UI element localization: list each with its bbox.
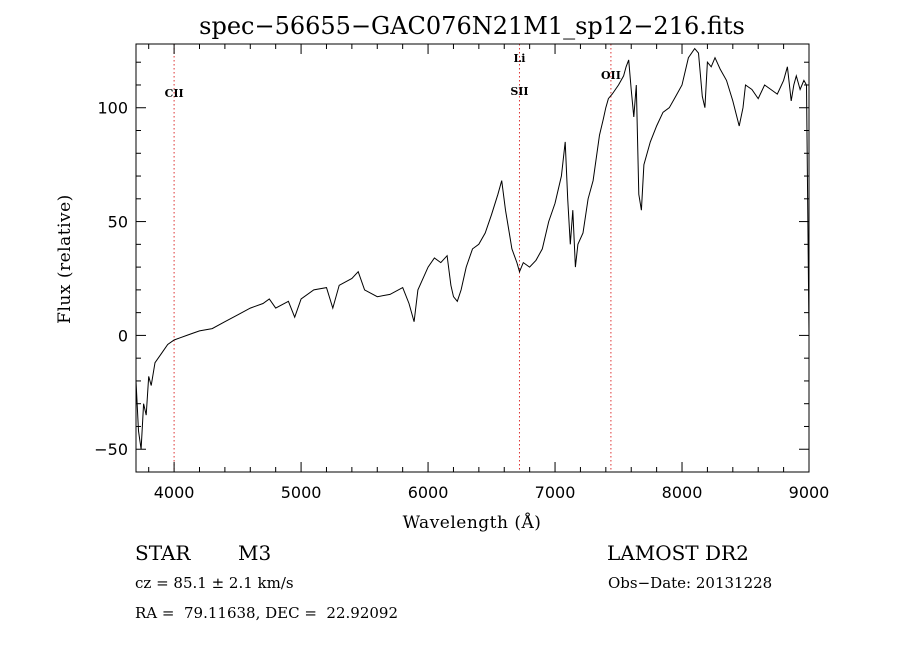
reference-lines: CII SII Li OII <box>165 44 621 472</box>
y-tick-label: 50 <box>108 213 128 232</box>
y-axis-label: Flux (relative) <box>55 194 75 324</box>
coordinates-text: RA = 79.11638, DEC = 22.92092 <box>135 604 399 622</box>
class-label: STAR <box>135 541 191 565</box>
subclass-label: M3 <box>238 541 272 565</box>
x-axis-label: Wavelength (Å) <box>403 512 542 533</box>
x-tick-label: 9000 <box>789 483 830 502</box>
axis-ticks: 4000 5000 6000 7000 8000 9000 −50 0 50 100 <box>94 44 829 502</box>
x-tick-label: 5000 <box>281 483 322 502</box>
reference-line-label: Li <box>514 52 526 65</box>
y-tick-label: −50 <box>94 440 128 459</box>
x-tick-label: 8000 <box>662 483 703 502</box>
x-tick-label: 7000 <box>535 483 576 502</box>
y-tick-label: 100 <box>97 99 128 118</box>
obs-date-text: Obs−Date: 20131228 <box>608 574 773 592</box>
reference-line-label: SII <box>510 85 528 98</box>
redshift-text: cz = 85.1 ± 2.1 km/s <box>135 574 294 592</box>
chart-title: spec−56655−GAC076N21M1_sp12−216.fits <box>199 12 745 40</box>
y-tick-label: 0 <box>118 326 128 345</box>
spectrum-line <box>135 47 810 450</box>
reference-line-label: OII <box>601 69 621 82</box>
x-tick-label: 6000 <box>408 483 449 502</box>
survey-label: LAMOST DR2 <box>607 541 749 565</box>
x-tick-label: 4000 <box>154 483 195 502</box>
reference-line-label: CII <box>165 87 184 100</box>
plot-frame <box>135 43 810 473</box>
